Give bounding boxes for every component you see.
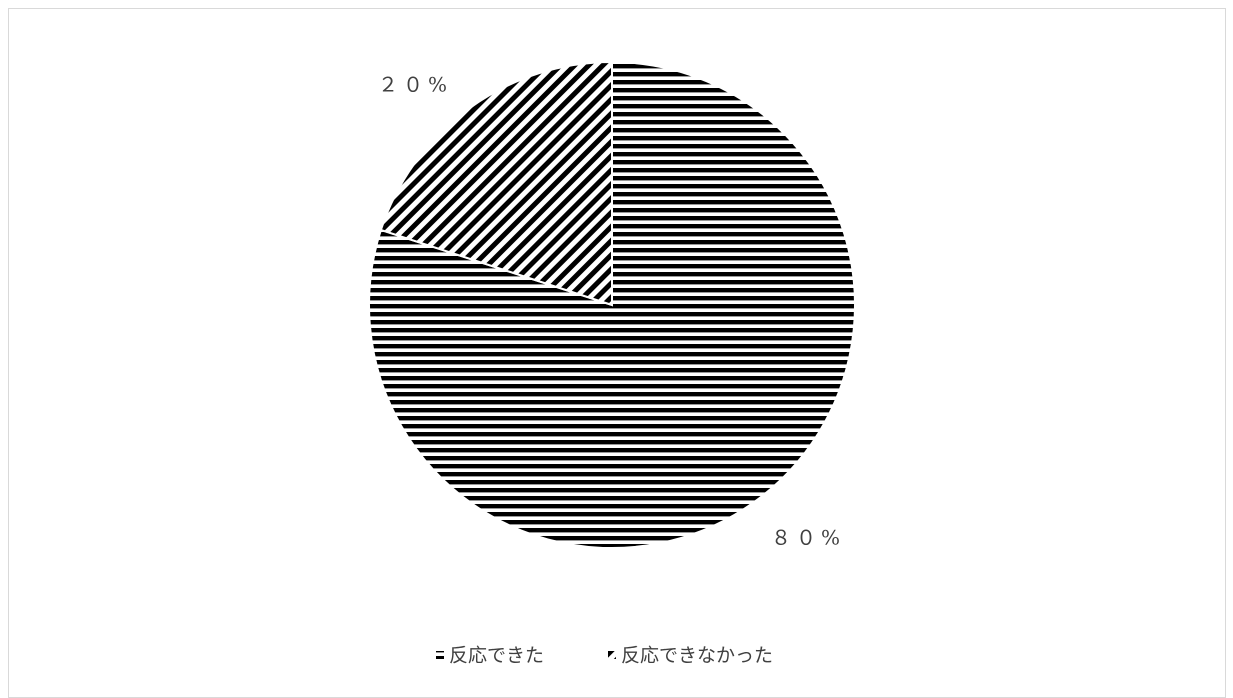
pie-slice-1: [368, 60, 856, 549]
pie-chart: ８０% ２０% 反応できた 反応できなかった: [368, 60, 856, 667]
legend-label-2: 反応できなかった: [621, 645, 773, 667]
legend-label-1: 反応できた: [449, 645, 544, 667]
pie-slice-2: [379, 60, 613, 307]
legend-swatch-2: [608, 651, 616, 659]
legend-swatch-1: [436, 651, 444, 659]
legend: 反応できた 反応できなかった: [436, 645, 773, 667]
data-label-1: ８０%: [771, 526, 845, 550]
data-label-2: ２０%: [378, 73, 452, 97]
